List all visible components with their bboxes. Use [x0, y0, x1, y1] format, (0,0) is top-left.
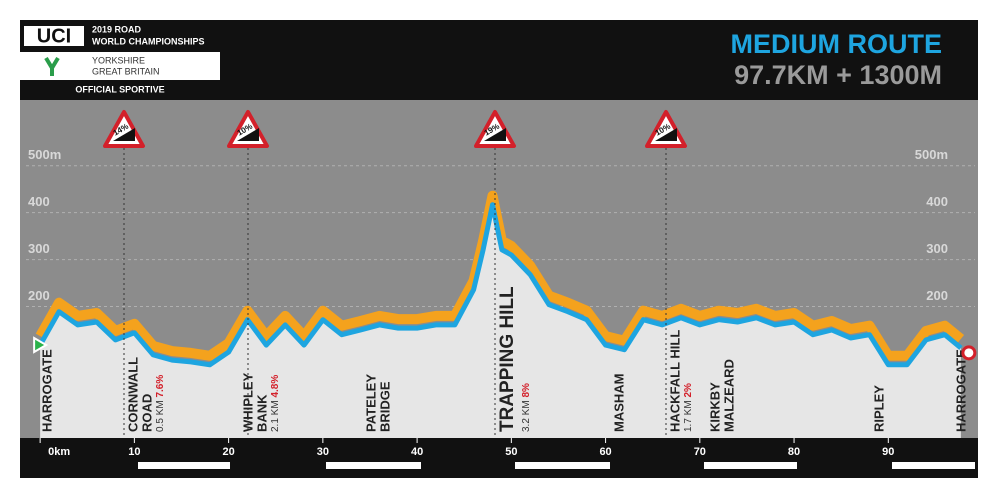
logo-event: 2019 ROAD	[92, 24, 142, 34]
y-tick-label: 500m	[915, 147, 948, 162]
climb-average: 4.8%	[270, 375, 281, 398]
climb-average: 8%	[521, 383, 532, 398]
chart-title: MEDIUM ROUTE	[731, 29, 943, 59]
climb-length: 1.7 KM	[683, 400, 694, 432]
place-name: HARROGATE	[953, 349, 968, 432]
finish-marker	[961, 345, 977, 361]
climb-length: 3.2 KM	[521, 400, 532, 432]
place-name: RIPLEY	[871, 385, 886, 432]
logo-tag: OFFICIAL SPORTIVE	[75, 84, 164, 94]
place-name: HARROGATE	[39, 349, 54, 432]
climb-slope	[237, 128, 259, 141]
y-tick-label: 400	[926, 194, 948, 209]
climb-slope	[655, 128, 677, 141]
climb-slope	[113, 128, 135, 141]
chart-subtitle: 97.7KM + 1300M	[734, 60, 942, 90]
uci-badge	[24, 26, 84, 46]
yorkshire-icon	[44, 56, 60, 76]
x-tick-label: 70	[694, 446, 706, 458]
place-detail: 0.5 KM 7.6%	[155, 375, 166, 432]
y-tick-label: 300	[28, 241, 50, 256]
x-tick-label: 90	[882, 446, 894, 458]
place-name: ROAD	[139, 394, 154, 432]
place-name: KIRKBY	[707, 382, 722, 432]
scale-segment	[892, 462, 975, 469]
place-name: MALZEARD	[721, 359, 736, 432]
scale-segment	[326, 462, 421, 469]
logo-host: YORKSHIRE	[92, 55, 145, 65]
y-tick-label: 400	[28, 194, 50, 209]
place-name: WHIPLEY	[240, 372, 255, 432]
y-tick-label: 300	[926, 241, 948, 256]
climb-slope	[484, 128, 506, 141]
scale-segment	[704, 462, 797, 469]
terrain-area	[40, 204, 961, 438]
x-tick-label: 30	[317, 446, 329, 458]
place-name: TRAPPING HILL	[497, 286, 518, 432]
y-tick-label: 200	[28, 288, 50, 303]
climb-average: 2%	[683, 383, 694, 398]
logo-mark: UCI	[37, 25, 71, 47]
scale-segment	[138, 462, 230, 469]
climb-length: 0.5 KM	[155, 400, 166, 432]
x-tick-label: 40	[411, 446, 423, 458]
logo-event: WORLD CHAMPIONSHIPS	[92, 36, 205, 46]
elevation-line	[37, 202, 963, 368]
x-tick-label: 50	[505, 446, 517, 458]
logo-bottom	[20, 80, 220, 100]
x-tick-label: 0km	[48, 446, 70, 458]
place-name: BRIDGE	[377, 381, 392, 432]
place-name: BANK	[254, 394, 269, 432]
x-tick-label: 10	[128, 446, 140, 458]
y-tick-label: 500m	[28, 147, 61, 162]
place-name: MASHAM	[611, 374, 626, 433]
scale-segment	[515, 462, 610, 469]
climb-length: 2.1 KM	[270, 400, 281, 432]
x-tick-label: 60	[599, 446, 611, 458]
climb-average: 7.6%	[155, 375, 166, 398]
y-tick-label: 200	[926, 288, 948, 303]
place-name: PATELEY	[363, 374, 378, 432]
place-name: HACKFALL HILL	[667, 330, 682, 432]
x-tick-label: 80	[788, 446, 800, 458]
place-detail: 1.7 KM 2%	[683, 383, 694, 432]
place-detail: 3.2 KM 8%	[521, 383, 532, 432]
place-detail: 2.1 KM 4.8%	[270, 375, 281, 432]
place-name: CORNWALL	[125, 357, 140, 432]
x-tick-label: 20	[222, 446, 234, 458]
logo-host: GREAT BRITAIN	[92, 66, 160, 76]
start-marker	[33, 336, 49, 354]
scale-bar	[138, 462, 975, 469]
